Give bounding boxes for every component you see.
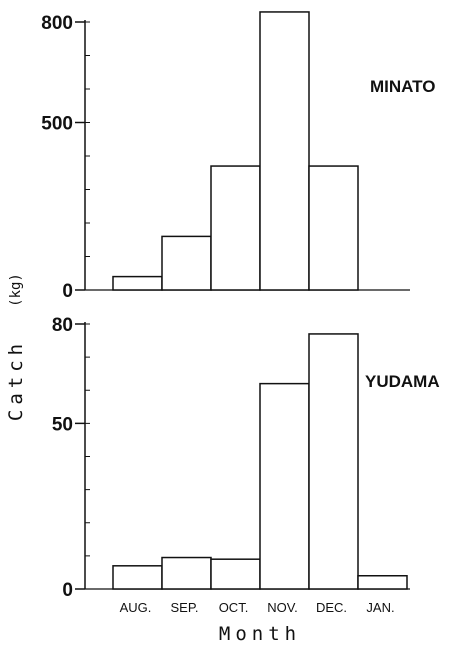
x-tick-label-aug: AUG. — [120, 600, 152, 615]
minato-y-tick-label: 800 — [41, 13, 73, 34]
y-axis-title-group: Catch (kg) — [5, 273, 27, 421]
minato-panel: 0 500 800 — [41, 11, 410, 302]
x-tick-label-dec: DEC. — [316, 600, 347, 615]
yudama-bar-oct — [210, 558, 261, 590]
minato-bar-dec — [308, 165, 359, 291]
x-tick-labels: AUG. SEP. OCT. NOV. DEC. JAN. — [120, 600, 395, 615]
yudama-y-tick-label: 50 — [52, 414, 73, 435]
yudama-y-tick-label: 80 — [52, 315, 73, 336]
yudama-bar-jan — [357, 575, 408, 590]
minato-y-tick-label: 0 — [62, 281, 73, 302]
minato-bar-aug — [112, 275, 163, 291]
yudama-panel: 0 50 80 — [52, 315, 410, 601]
yudama-y-tick-label: 0 — [62, 580, 73, 601]
minato-bar-sep — [161, 235, 212, 291]
yudama-bar-dec — [308, 333, 359, 590]
yudama-bar-aug — [112, 565, 163, 590]
x-tick-label-nov: NOV. — [267, 600, 298, 615]
x-tick-label-oct: OCT. — [219, 600, 249, 615]
y-axis-title: Catch — [5, 339, 27, 421]
minato-bar-oct — [210, 165, 261, 291]
yudama-panel-title: YUDAMA — [365, 372, 440, 391]
x-tick-label-jan: JAN. — [366, 600, 394, 615]
yudama-bar-sep — [161, 556, 212, 590]
minato-y-tick-label: 500 — [41, 114, 73, 135]
x-tick-label-sep: SEP. — [171, 600, 199, 615]
x-axis-title: Month — [219, 623, 301, 645]
minato-panel-title: MINATO — [370, 77, 435, 96]
yudama-bar-nov — [259, 382, 310, 590]
y-axis-unit: (kg) — [8, 273, 24, 307]
minato-bar-nov — [259, 11, 310, 291]
